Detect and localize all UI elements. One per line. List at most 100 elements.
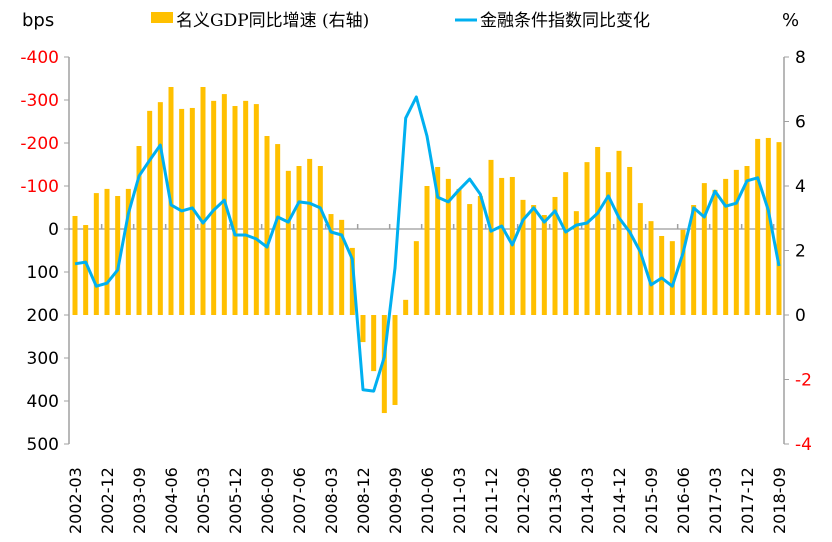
right-tick-label: 8 [795, 48, 806, 68]
x-tick-label: 2017-12 [738, 467, 757, 534]
right-tick-label: 0 [795, 306, 806, 326]
right-axis-unit: % [782, 10, 799, 31]
right-tick-label: 6 [795, 113, 806, 133]
x-tick-label: 2006-09 [258, 467, 277, 534]
bar-gdp-60 [712, 189, 718, 315]
x-tick-label: 2011-12 [482, 467, 501, 534]
bar-gdp-44 [541, 215, 547, 315]
bar-gdp-66 [776, 142, 782, 315]
left-tick-label: 100 [27, 263, 59, 283]
x-tick-label: 2017-03 [706, 467, 725, 534]
bar-gdp-8 [157, 102, 163, 316]
left-tick-label: 300 [27, 349, 59, 369]
bar-gdp-4 [115, 195, 121, 315]
left-axis-unit: bps [22, 10, 54, 31]
bar-gdp-3 [104, 188, 110, 315]
bar-gdp-11 [189, 107, 195, 315]
bar-gdp-55 [659, 235, 665, 315]
bar-gdp-57 [680, 229, 686, 315]
bar-gdp-26 [349, 247, 355, 315]
left-tick-label: -400 [20, 48, 59, 68]
bar-gdp-39 [488, 159, 494, 315]
legend-swatch-gdp [151, 12, 173, 23]
x-tick-label: 2007-06 [290, 467, 309, 534]
line-layer [74, 95, 781, 393]
bar-gdp-45 [552, 196, 558, 315]
bar-gdp-5 [125, 188, 131, 315]
bar-gdp-64 [755, 138, 761, 315]
x-tick-label: 2014-12 [610, 467, 629, 534]
bar-gdp-18 [264, 136, 270, 315]
bar-gdp-51 [616, 150, 622, 315]
bar-gdp-31 [403, 299, 409, 315]
x-tick-label: 2011-03 [450, 467, 469, 534]
bar-gdp-54 [648, 221, 654, 315]
bar-gdp-43 [531, 205, 537, 315]
bar-gdp-0 [72, 215, 78, 315]
bar-gdp-32 [413, 241, 419, 315]
bar-gdp-46 [563, 172, 569, 315]
left-tick-label: -300 [20, 91, 59, 111]
bars-layer [72, 86, 782, 414]
x-tick-label: 2016-06 [674, 467, 693, 534]
x-tick-label: 2008-12 [354, 467, 373, 534]
bar-gdp-53 [637, 203, 643, 315]
bar-gdp-65 [765, 137, 771, 315]
bar-gdp-23 [317, 166, 323, 315]
left-tick-label: -200 [20, 134, 59, 154]
bar-gdp-29 [381, 315, 387, 414]
x-tick-label: 2002-03 [66, 467, 85, 534]
left-tick-label: 0 [48, 220, 59, 240]
x-tick-label: 2018-09 [770, 467, 789, 534]
x-tick-label: 2008-03 [322, 467, 341, 534]
bar-gdp-56 [669, 241, 675, 315]
x-tick-label: 2005-03 [194, 467, 213, 534]
x-tick-label: 2004-06 [162, 467, 181, 534]
bar-gdp-21 [296, 166, 302, 315]
bar-gdp-16 [243, 100, 249, 315]
bar-gdp-36 [456, 188, 462, 315]
bar-gdp-19 [275, 144, 281, 315]
left-tick-label: -100 [20, 177, 59, 197]
bar-gdp-34 [435, 166, 441, 315]
bar-gdp-13 [211, 100, 217, 315]
bar-gdp-42 [520, 199, 526, 315]
bar-gdp-33 [424, 186, 430, 315]
bar-gdp-38 [477, 195, 483, 315]
bar-gdp-12 [200, 86, 206, 316]
bar-gdp-6 [136, 146, 142, 315]
bar-gdp-24 [328, 214, 334, 315]
x-tick-label: 2009-09 [386, 467, 405, 534]
bar-gdp-22 [307, 158, 313, 315]
bar-gdp-25 [339, 219, 345, 315]
bar-gdp-48 [584, 162, 590, 315]
x-tick-label: 2010-06 [418, 467, 437, 534]
bar-gdp-30 [392, 315, 398, 405]
legend-label-fci: 金融条件指数同比变化 [480, 11, 650, 31]
x-tick-label: 2015-09 [642, 467, 661, 534]
x-tick-label: 2002-12 [98, 467, 117, 534]
right-tick-label: -4 [795, 435, 812, 455]
x-tick-label: 2003-09 [130, 467, 149, 534]
bar-gdp-15 [232, 106, 238, 316]
bar-gdp-27 [360, 315, 366, 343]
bar-gdp-28 [371, 315, 377, 372]
right-tick-label: -2 [795, 371, 812, 391]
bar-gdp-58 [691, 205, 697, 315]
bar-gdp-17 [253, 104, 259, 316]
bar-gdp-59 [701, 183, 707, 315]
legend-label-gdp: 名义GDP同比增速 (右轴) [176, 11, 369, 31]
x-tick-label: 2014-03 [578, 467, 597, 534]
bar-gdp-63 [744, 166, 750, 315]
bar-gdp-49 [595, 146, 601, 315]
x-tick-label: 2005-12 [226, 467, 245, 534]
x-tick-label: 2013-06 [546, 467, 565, 534]
bar-gdp-40 [499, 177, 505, 315]
legend: 名义GDP同比增速 (右轴) 金融条件指数同比变化 [151, 11, 650, 31]
bar-gdp-52 [627, 166, 633, 315]
right-tick-label: 4 [795, 177, 806, 197]
left-tick-label: 200 [27, 306, 59, 326]
right-tick-label: 2 [795, 242, 806, 262]
bar-gdp-47 [573, 211, 579, 315]
